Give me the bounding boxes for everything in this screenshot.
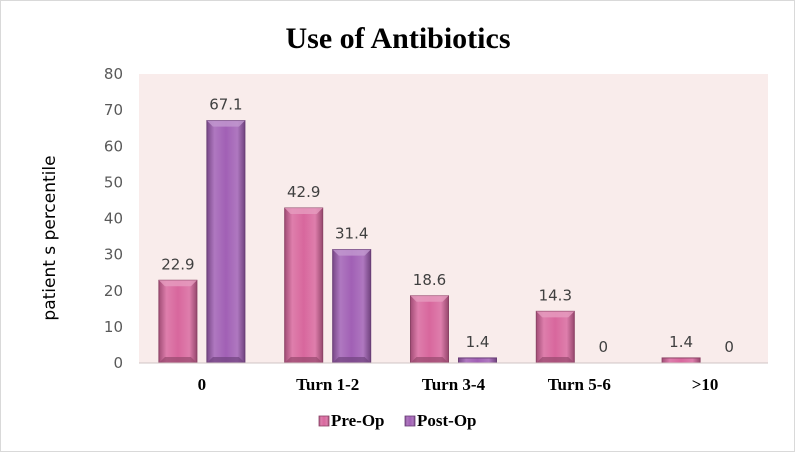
- bar-post-op-0: [206, 120, 246, 364]
- legend-label: Post-Op: [417, 411, 477, 430]
- legend-swatch: [404, 415, 416, 427]
- data-label-pre-op-1: 42.9: [287, 183, 320, 201]
- x-axis-ticks: 0 Turn 1-2 Turn 3-4 Turn 5-6 >10: [198, 375, 719, 394]
- bar-pre-op-2: [410, 295, 449, 364]
- data-label-pre-op-2: 18.6: [413, 271, 446, 289]
- y-axis-ticks: 0 10 20 30 40 50 60 70 80: [104, 65, 123, 372]
- y-axis-label: patient s percentile: [40, 155, 60, 320]
- legend-label: Pre-Op: [331, 411, 385, 430]
- bar-pre-op-0: [158, 279, 198, 364]
- bar-post-op-2: [458, 357, 497, 364]
- legend-item-post-op: Post-Op: [404, 411, 477, 430]
- y-tick-label: 30: [104, 246, 123, 264]
- x-tick-label: Turn 1-2: [296, 375, 359, 394]
- chart-title: Use of Antibiotics: [286, 22, 511, 55]
- bar-pre-op-3: [535, 310, 575, 364]
- legend-swatch: [318, 415, 330, 427]
- data-label-post-op-2: 1.4: [466, 333, 490, 351]
- data-label-post-op-3: 0: [599, 338, 609, 356]
- y-tick-label: 40: [104, 210, 123, 228]
- data-label-post-op-1: 31.4: [335, 225, 368, 243]
- x-tick-label: Turn 5-6: [548, 375, 611, 394]
- y-tick-label: 50: [104, 173, 123, 191]
- y-tick-label: 70: [104, 101, 123, 119]
- data-label-post-op-4: 0: [724, 338, 734, 356]
- data-label-pre-op-0: 22.9: [161, 255, 194, 273]
- bar-post-op-1: [332, 249, 372, 364]
- y-tick-label: 20: [104, 282, 123, 300]
- legend-item-pre-op: Pre-Op: [318, 411, 385, 430]
- data-label-post-op-0: 67.1: [209, 96, 242, 114]
- bar-pre-op-1: [284, 207, 324, 364]
- legend: Pre-Op Post-Op: [318, 411, 477, 430]
- data-label-pre-op-3: 14.3: [539, 286, 572, 304]
- y-tick-label: 80: [104, 65, 123, 83]
- y-tick-label: 60: [104, 137, 123, 155]
- x-tick-label: Turn 3-4: [422, 375, 486, 394]
- data-label-pre-op-4: 1.4: [669, 333, 693, 351]
- bar-series-group: [158, 120, 701, 364]
- x-tick-label: 0: [198, 375, 207, 394]
- x-tick-label: >10: [692, 375, 719, 394]
- y-tick-label: 10: [104, 318, 123, 336]
- bar-pre-op-4: [661, 357, 701, 364]
- y-tick-label: 0: [113, 354, 123, 372]
- data-labels-group: 22.9 67.1 42.9 31.4 18.6 1.4 14.3 0 1.4 0: [161, 96, 734, 356]
